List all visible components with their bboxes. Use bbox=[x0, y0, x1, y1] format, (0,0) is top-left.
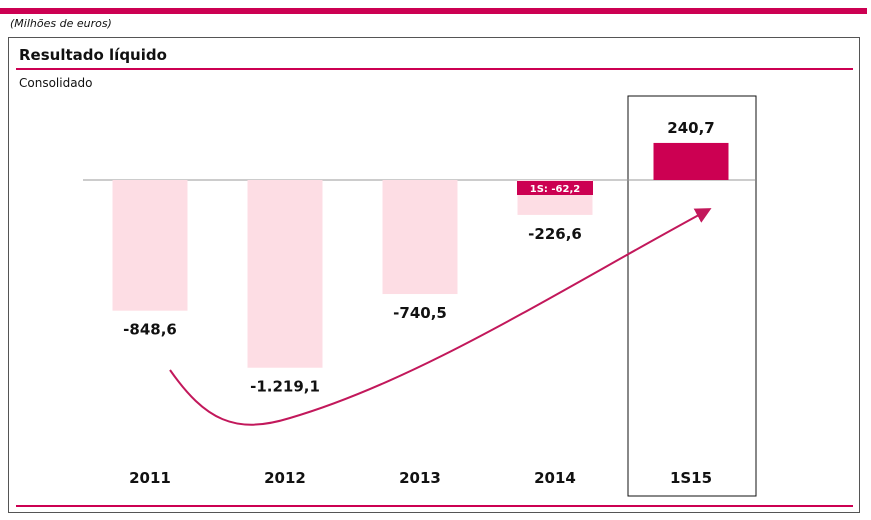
category-label-2014: 2014 bbox=[534, 469, 576, 487]
bar-2013 bbox=[382, 180, 458, 295]
category-label-1S15: 1S15 bbox=[670, 469, 712, 487]
bar-2012 bbox=[247, 180, 323, 368]
chart-title: Resultado líquido bbox=[19, 46, 167, 64]
value-label-1S15: 240,7 bbox=[667, 119, 714, 137]
category-label-2012: 2012 bbox=[264, 469, 306, 487]
trend-arrow bbox=[169, 208, 712, 426]
annotation-label-2014: 1S: -62,2 bbox=[530, 184, 581, 195]
bar-2011 bbox=[112, 180, 188, 311]
chart-subtitle: Consolidado bbox=[19, 76, 93, 90]
bottom-divider bbox=[16, 505, 853, 507]
annotation-box-2014 bbox=[517, 181, 593, 195]
category-label-2011: 2011 bbox=[129, 469, 171, 487]
value-label-2014: -226,6 bbox=[528, 225, 582, 243]
top-accent-bar bbox=[0, 8, 867, 14]
units-note: (Milhões de euros) bbox=[10, 17, 112, 30]
title-divider bbox=[16, 68, 853, 70]
value-label-2013: -740,5 bbox=[393, 304, 447, 322]
value-label-2012: -1.219,1 bbox=[250, 378, 320, 396]
highlight-box bbox=[627, 95, 757, 497]
value-label-2011: -848,6 bbox=[123, 321, 177, 339]
category-label-2013: 2013 bbox=[399, 469, 441, 487]
chart-frame bbox=[8, 37, 860, 513]
bar-1S15 bbox=[653, 142, 729, 180]
